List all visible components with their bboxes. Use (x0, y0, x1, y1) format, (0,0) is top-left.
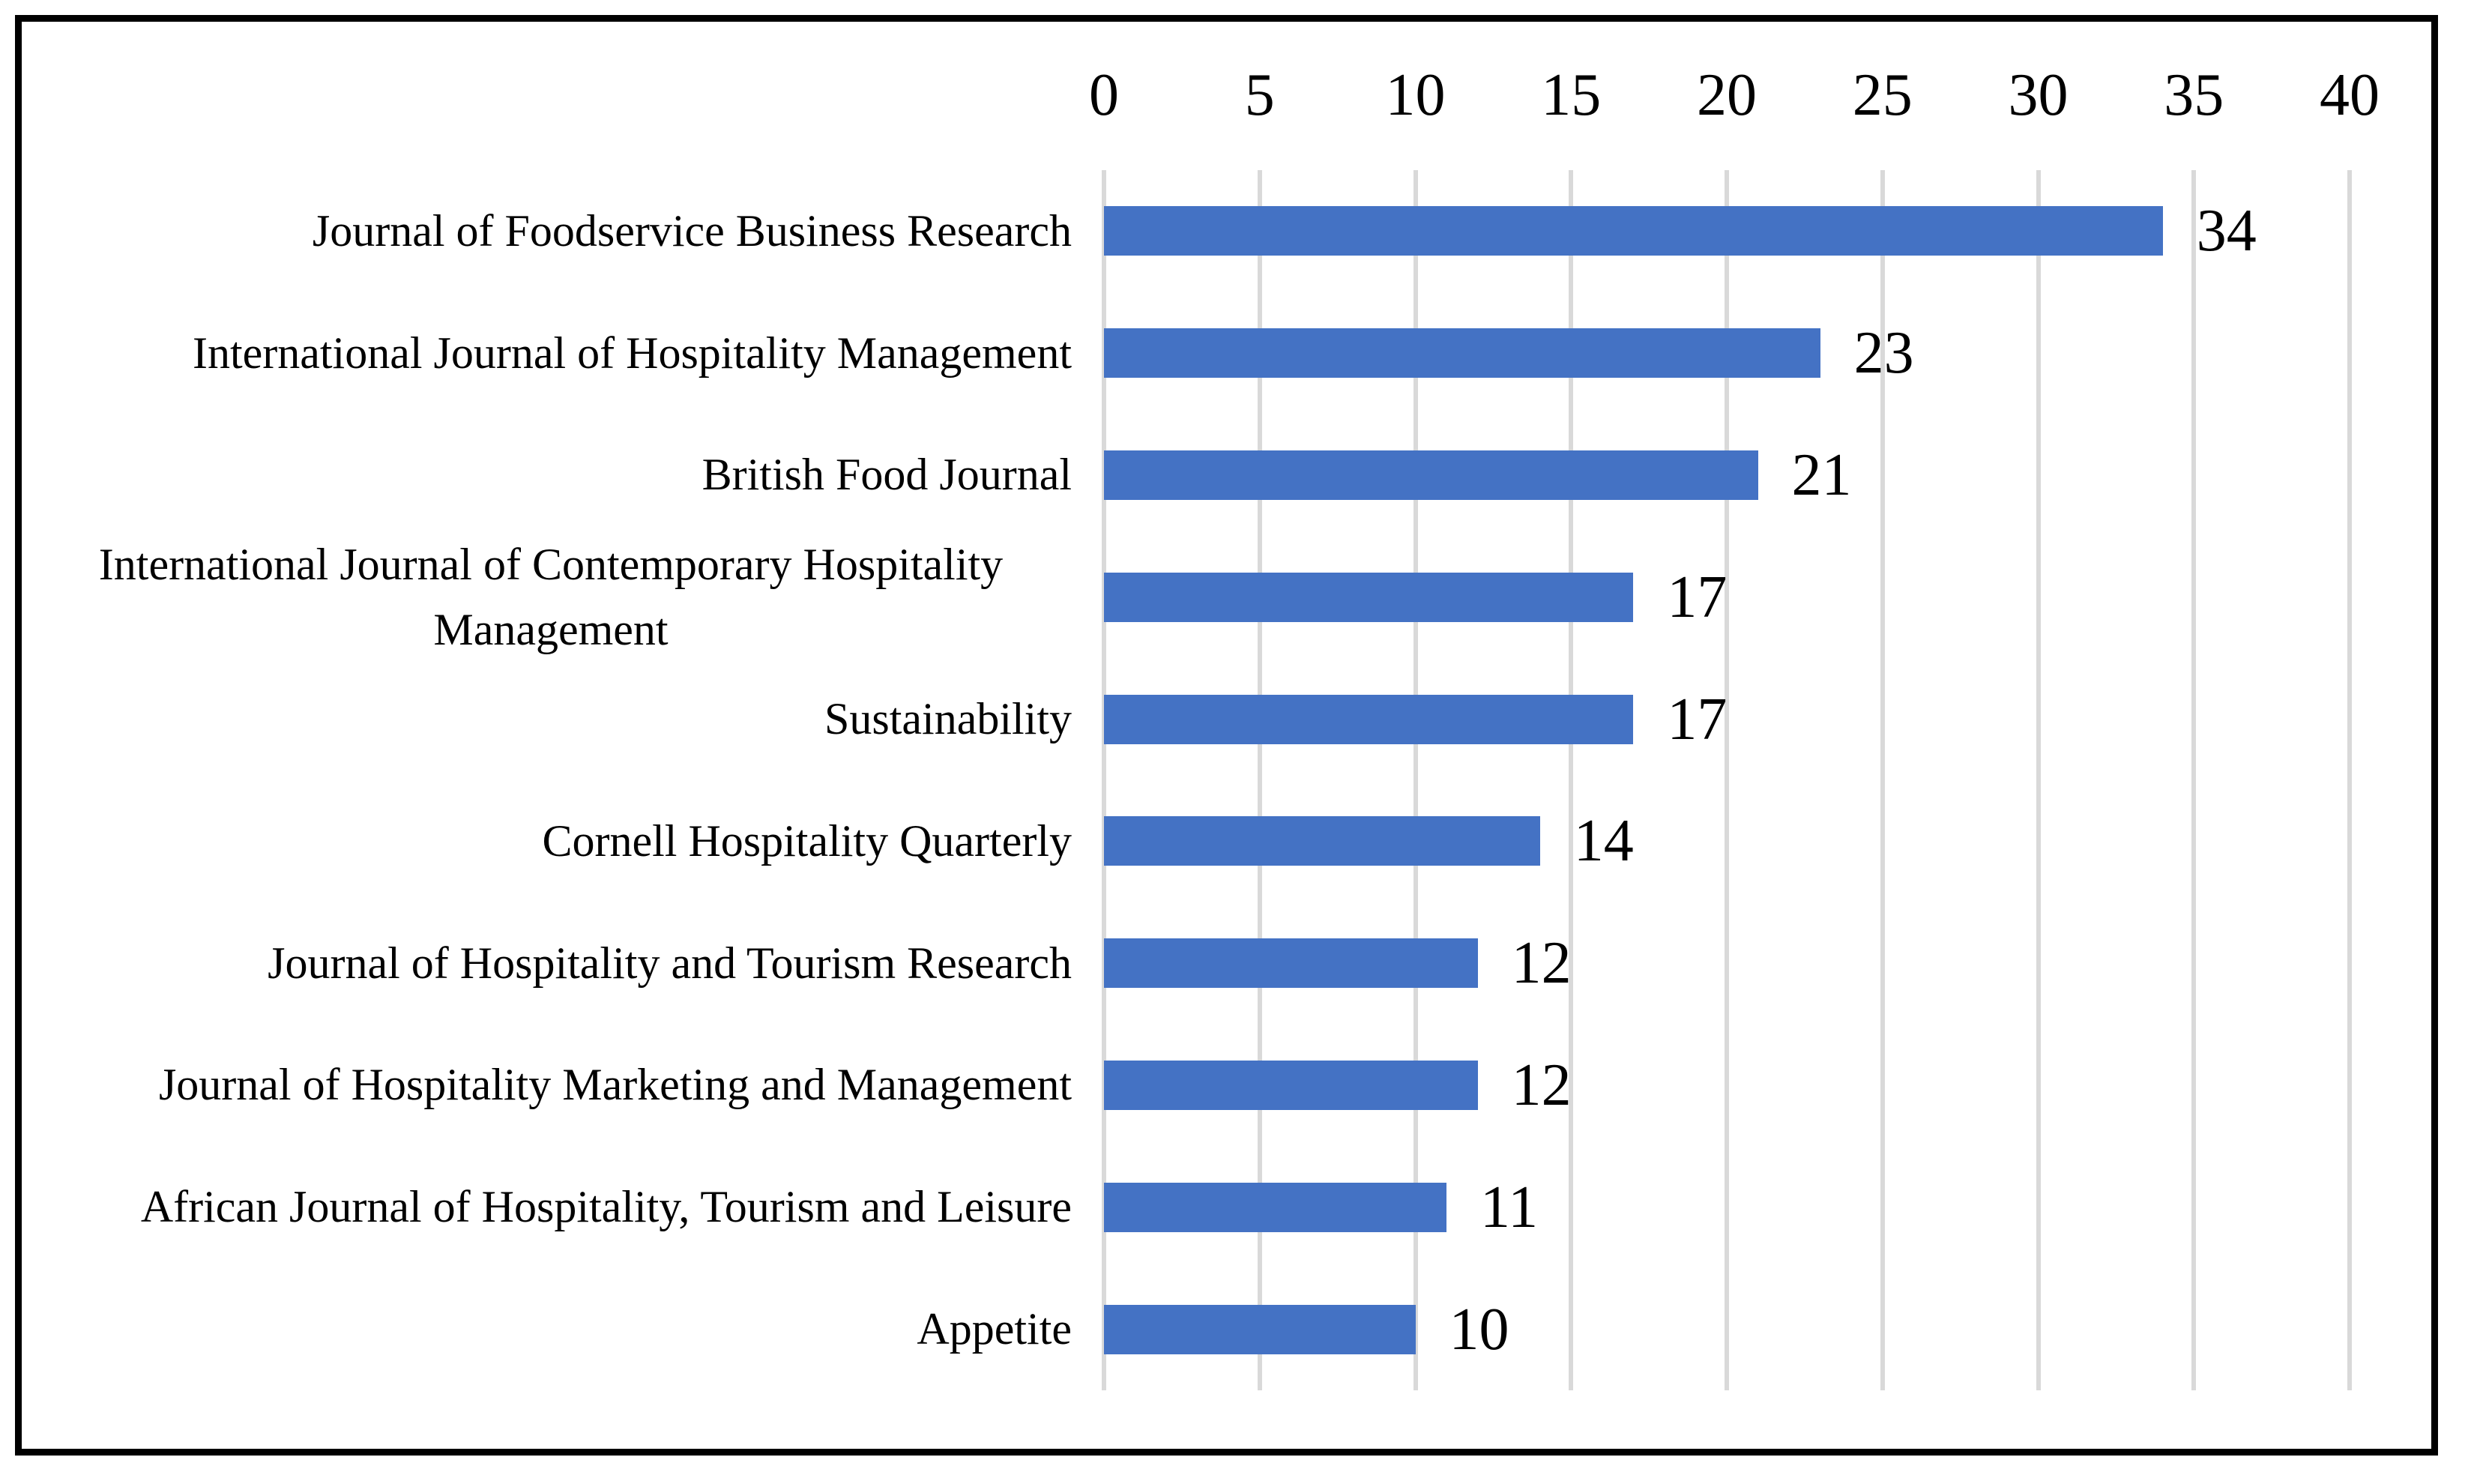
category-label-text: British Food Journal (702, 450, 1072, 500)
category-label-text: Cornell Hospitality Quarterly (542, 815, 1072, 866)
category-label-text: International Journal of Contemporary Ho… (98, 539, 1004, 654)
category-label: British Food Journal (30, 414, 1072, 537)
bar (1104, 938, 1478, 989)
bar (1104, 572, 1634, 622)
bar (1104, 816, 1540, 866)
gridline-x-10 (1413, 170, 1418, 1390)
category-label: Journal of Hospitality and Tourism Resea… (30, 902, 1072, 1025)
category-label-text: Journal of Foodservice Business Research (312, 205, 1072, 256)
gridline-x-25 (1880, 170, 1885, 1390)
value-label: 21 (1791, 441, 1852, 508)
bar (1104, 1182, 1447, 1232)
value-label: 12 (1511, 1052, 1572, 1118)
value-label: 17 (1667, 564, 1728, 630)
category-label-text: International Journal of Hospitality Man… (192, 328, 1072, 378)
category-label-text: Appetite (917, 1304, 1072, 1354)
bar (1104, 694, 1634, 744)
category-label-text: African Journal of Hospitality, Tourism … (140, 1182, 1072, 1232)
gridline-x-30 (2036, 170, 2041, 1390)
x-axis-tick-label: 5 (1244, 62, 1275, 128)
gridline-x-15 (1569, 170, 1574, 1390)
bar (1104, 450, 1758, 500)
category-label-text: Journal of Hospitality Marketing and Man… (158, 1060, 1072, 1110)
bar (1104, 1304, 1416, 1354)
category-label: Cornell Hospitality Quarterly (30, 780, 1072, 902)
value-label: 23 (1853, 320, 1914, 387)
value-label: 17 (1667, 686, 1728, 752)
category-label-text: Sustainability (824, 694, 1072, 744)
bar (1104, 328, 1820, 378)
category-label: International Journal of Contemporary Ho… (30, 536, 1072, 658)
x-axis-tick-label: 10 (1385, 62, 1446, 128)
value-label: 14 (1573, 808, 1634, 875)
value-label: 34 (2196, 198, 2257, 265)
x-axis-tick-label: 40 (2320, 62, 2380, 128)
x-axis-tick-label: 25 (1852, 62, 1913, 128)
category-label: Journal of Hospitality Marketing and Man… (30, 1025, 1072, 1147)
x-axis-tick-label: 35 (2164, 62, 2224, 128)
category-label: African Journal of Hospitality, Tourism … (30, 1146, 1072, 1268)
gridline-x-40 (2347, 170, 2352, 1390)
gridline-x-20 (1725, 170, 1729, 1390)
gridline-x-0 (1102, 170, 1106, 1390)
value-label: 11 (1480, 1174, 1539, 1240)
category-label: International Journal of Hospitality Man… (30, 292, 1072, 414)
category-label: Journal of Foodservice Business Research (30, 170, 1072, 292)
x-axis-tick-label: 15 (1541, 62, 1602, 128)
value-label: 12 (1511, 930, 1572, 997)
category-label: Sustainability (30, 658, 1072, 780)
x-axis-tick-label: 0 (1089, 62, 1119, 128)
x-axis-tick-label: 20 (1697, 62, 1757, 128)
value-label: 10 (1449, 1296, 1509, 1363)
bar (1104, 206, 2163, 256)
gridline-x-5 (1257, 170, 1262, 1390)
category-label: Appetite (30, 1268, 1072, 1390)
bar (1104, 1061, 1478, 1110)
gridline-x-35 (2191, 170, 2197, 1390)
category-label-text: Journal of Hospitality and Tourism Resea… (268, 938, 1072, 988)
x-axis-tick-label: 30 (2008, 62, 2069, 128)
